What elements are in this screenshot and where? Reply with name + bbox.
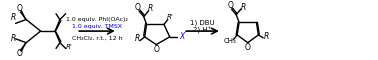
Text: R: R bbox=[134, 34, 139, 43]
Text: 2) H⁺: 2) H⁺ bbox=[193, 27, 212, 34]
Text: O: O bbox=[135, 3, 141, 12]
Text: R: R bbox=[240, 3, 246, 12]
Text: R: R bbox=[11, 13, 16, 22]
Text: O: O bbox=[153, 45, 159, 54]
Text: CH₃: CH₃ bbox=[224, 38, 237, 44]
Text: R: R bbox=[148, 4, 153, 13]
Text: R': R' bbox=[66, 44, 73, 50]
Text: 1.0 equiv. TMSX: 1.0 equiv. TMSX bbox=[72, 24, 122, 29]
Text: O: O bbox=[245, 43, 251, 52]
Text: O: O bbox=[17, 49, 22, 58]
Text: R: R bbox=[263, 32, 269, 41]
Text: X: X bbox=[180, 32, 185, 41]
Text: R: R bbox=[11, 34, 16, 43]
Text: 1.0 equiv. PhI(OAc)₂: 1.0 equiv. PhI(OAc)₂ bbox=[66, 17, 128, 22]
Text: O: O bbox=[17, 4, 22, 13]
Text: 1) DBU: 1) DBU bbox=[190, 19, 215, 26]
Text: CH₂Cl₂, r.t., 12 h: CH₂Cl₂, r.t., 12 h bbox=[72, 35, 122, 40]
Text: R': R' bbox=[166, 14, 173, 20]
Text: O: O bbox=[228, 1, 233, 10]
